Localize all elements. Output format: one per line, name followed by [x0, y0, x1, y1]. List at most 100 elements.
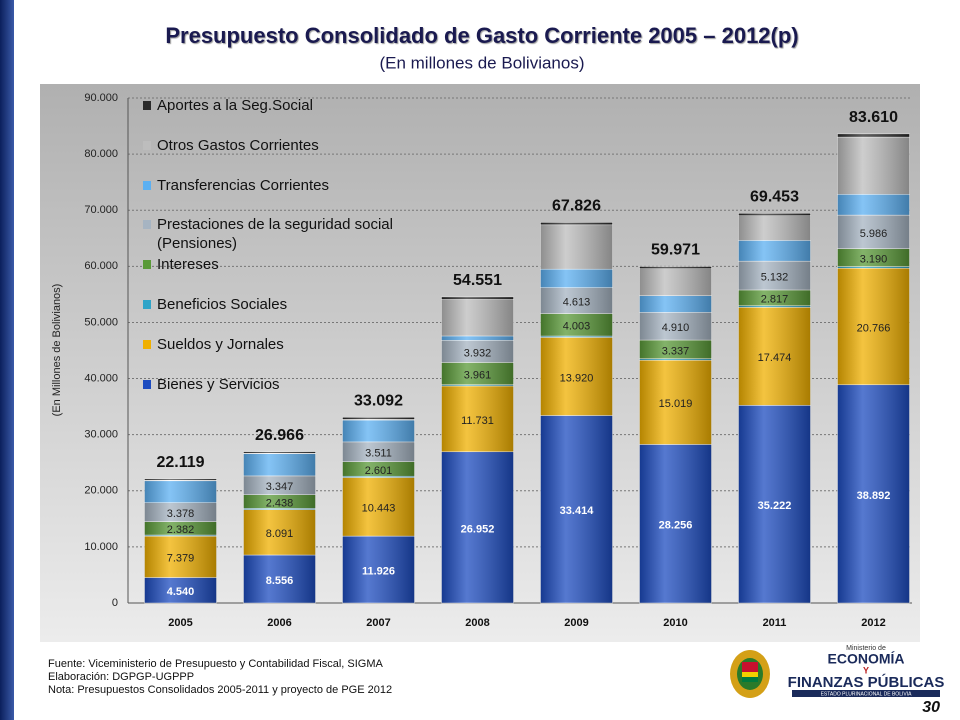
bar-shine: [837, 384, 910, 603]
bar-shine: [540, 415, 613, 603]
bar-shine: [738, 261, 811, 290]
bar-shine: [837, 266, 910, 269]
data-label: 38.892: [857, 490, 891, 502]
footnote: Elaboración: DGPGP-UGPPP: [48, 671, 195, 683]
bar-shine: [639, 444, 712, 603]
logo-text: Ministerio de: [846, 645, 886, 652]
data-label: 4.540: [167, 586, 195, 598]
data-label: 3.961: [464, 370, 492, 382]
footnote: Nota: Presupuestos Consolidados 2005-201…: [48, 684, 393, 696]
total-label: 69.453: [750, 189, 799, 206]
y-tick-label: 40.000: [84, 372, 118, 384]
bar-shine: [738, 213, 811, 216]
data-label: 3.932: [464, 347, 492, 359]
data-label: 3.511: [365, 448, 392, 460]
legend-item: Intereses: [143, 255, 473, 274]
y-tick-label: 80.000: [84, 148, 118, 160]
bar-shine: [342, 419, 415, 421]
bar-shine: [837, 133, 910, 138]
data-label: 7.379: [167, 553, 195, 565]
footnote: Fuente: Viceministerio de Presupuesto y …: [48, 658, 383, 670]
legend-label: Aportes a la Seg.Social: [157, 97, 313, 114]
chart-subtitle: (En millones de Bolivianos): [379, 53, 584, 72]
data-label: 2.817: [761, 294, 789, 306]
bar-shine: [639, 312, 712, 340]
legend-item: Otros Gastos Corrientes: [143, 136, 473, 155]
chart-title: Presupuesto Consolidado de Gasto Corrien…: [165, 23, 798, 48]
total-label: 54.551: [453, 272, 502, 289]
side-strip: [0, 0, 14, 720]
legend-item: Prestaciones de la seguridad social (Pen…: [143, 215, 473, 253]
x-tick-label: 2010: [663, 617, 687, 629]
bar-shine: [144, 480, 217, 503]
bar-shine: [738, 405, 811, 603]
total-label: 26.966: [255, 427, 304, 444]
data-label: 2.601: [365, 465, 393, 477]
legend-swatch: [143, 101, 151, 110]
bar-shine: [144, 521, 217, 535]
bar-shine: [243, 494, 316, 509]
data-label: 4.003: [563, 321, 591, 333]
bar-shine: [441, 299, 514, 336]
y-tick-label: 60.000: [84, 260, 118, 272]
bar-shine: [540, 222, 613, 225]
bar-shine: [639, 266, 712, 269]
bar-shine: [441, 385, 514, 452]
legend-label: Sueldos y Jornales: [157, 335, 284, 353]
legend-item: Aportes a la Seg.Social: [143, 96, 473, 115]
legend-swatch: [143, 379, 151, 389]
total-label: 22.119: [156, 454, 204, 471]
legend-swatch: [143, 339, 151, 349]
total-label: 67.826: [552, 198, 601, 215]
x-tick-label: 2009: [564, 617, 588, 629]
bar-shine: [243, 509, 316, 555]
data-label: 20.766: [857, 322, 891, 334]
bar-shine: [243, 554, 316, 603]
bar-shine: [540, 313, 613, 337]
bar-shine: [243, 475, 316, 495]
data-label: 26.952: [461, 523, 495, 535]
data-label: 3.190: [860, 254, 888, 266]
y-tick-label: 10.000: [84, 541, 118, 553]
legend-label: Otros Gastos Corrientes: [157, 136, 319, 154]
data-label: 28.256: [659, 520, 693, 532]
bar-shine: [441, 451, 514, 603]
bar-shine: [837, 248, 910, 267]
legend-label: Prestaciones de la seguridad social (Pen…: [157, 216, 393, 253]
data-label: 11.731: [461, 415, 494, 427]
data-label: 17.474: [758, 352, 792, 364]
data-label: 13.920: [560, 372, 594, 384]
data-label: 5.132: [761, 271, 789, 283]
bar-shine: [441, 340, 514, 363]
legend-swatch: [143, 180, 151, 190]
bar-shine: [738, 289, 811, 306]
page-number: 30: [922, 699, 940, 716]
total-label: 33.092: [354, 393, 403, 410]
data-label: 11.926: [362, 565, 395, 577]
bar-shine: [342, 477, 415, 537]
bar-shine: [639, 295, 712, 313]
data-label: 2.438: [266, 497, 294, 509]
data-label: 15.019: [659, 398, 693, 410]
legend-item: Bienes y Servicios: [143, 375, 473, 394]
bar-shine: [144, 577, 217, 603]
bar-shine: [441, 296, 514, 300]
legend-label: Transferencias Corrientes: [157, 176, 330, 194]
x-tick-label: 2012: [861, 617, 885, 629]
x-tick-label: 2006: [267, 617, 291, 629]
bar-shine: [837, 215, 910, 249]
bar-shine: [342, 420, 415, 442]
bar-shine: [342, 536, 415, 603]
logo-text: ECONOMÍA: [828, 651, 905, 667]
y-tick-label: 90.000: [84, 92, 118, 104]
logo-text: Y: [863, 665, 869, 675]
bar-shine: [639, 268, 712, 296]
bar-shine: [144, 534, 217, 537]
bar-shine: [738, 215, 811, 241]
y-tick-label: 50.000: [84, 316, 118, 328]
bar-shine: [540, 336, 613, 338]
bar-shine: [540, 224, 613, 270]
data-label: 10.443: [362, 503, 396, 515]
